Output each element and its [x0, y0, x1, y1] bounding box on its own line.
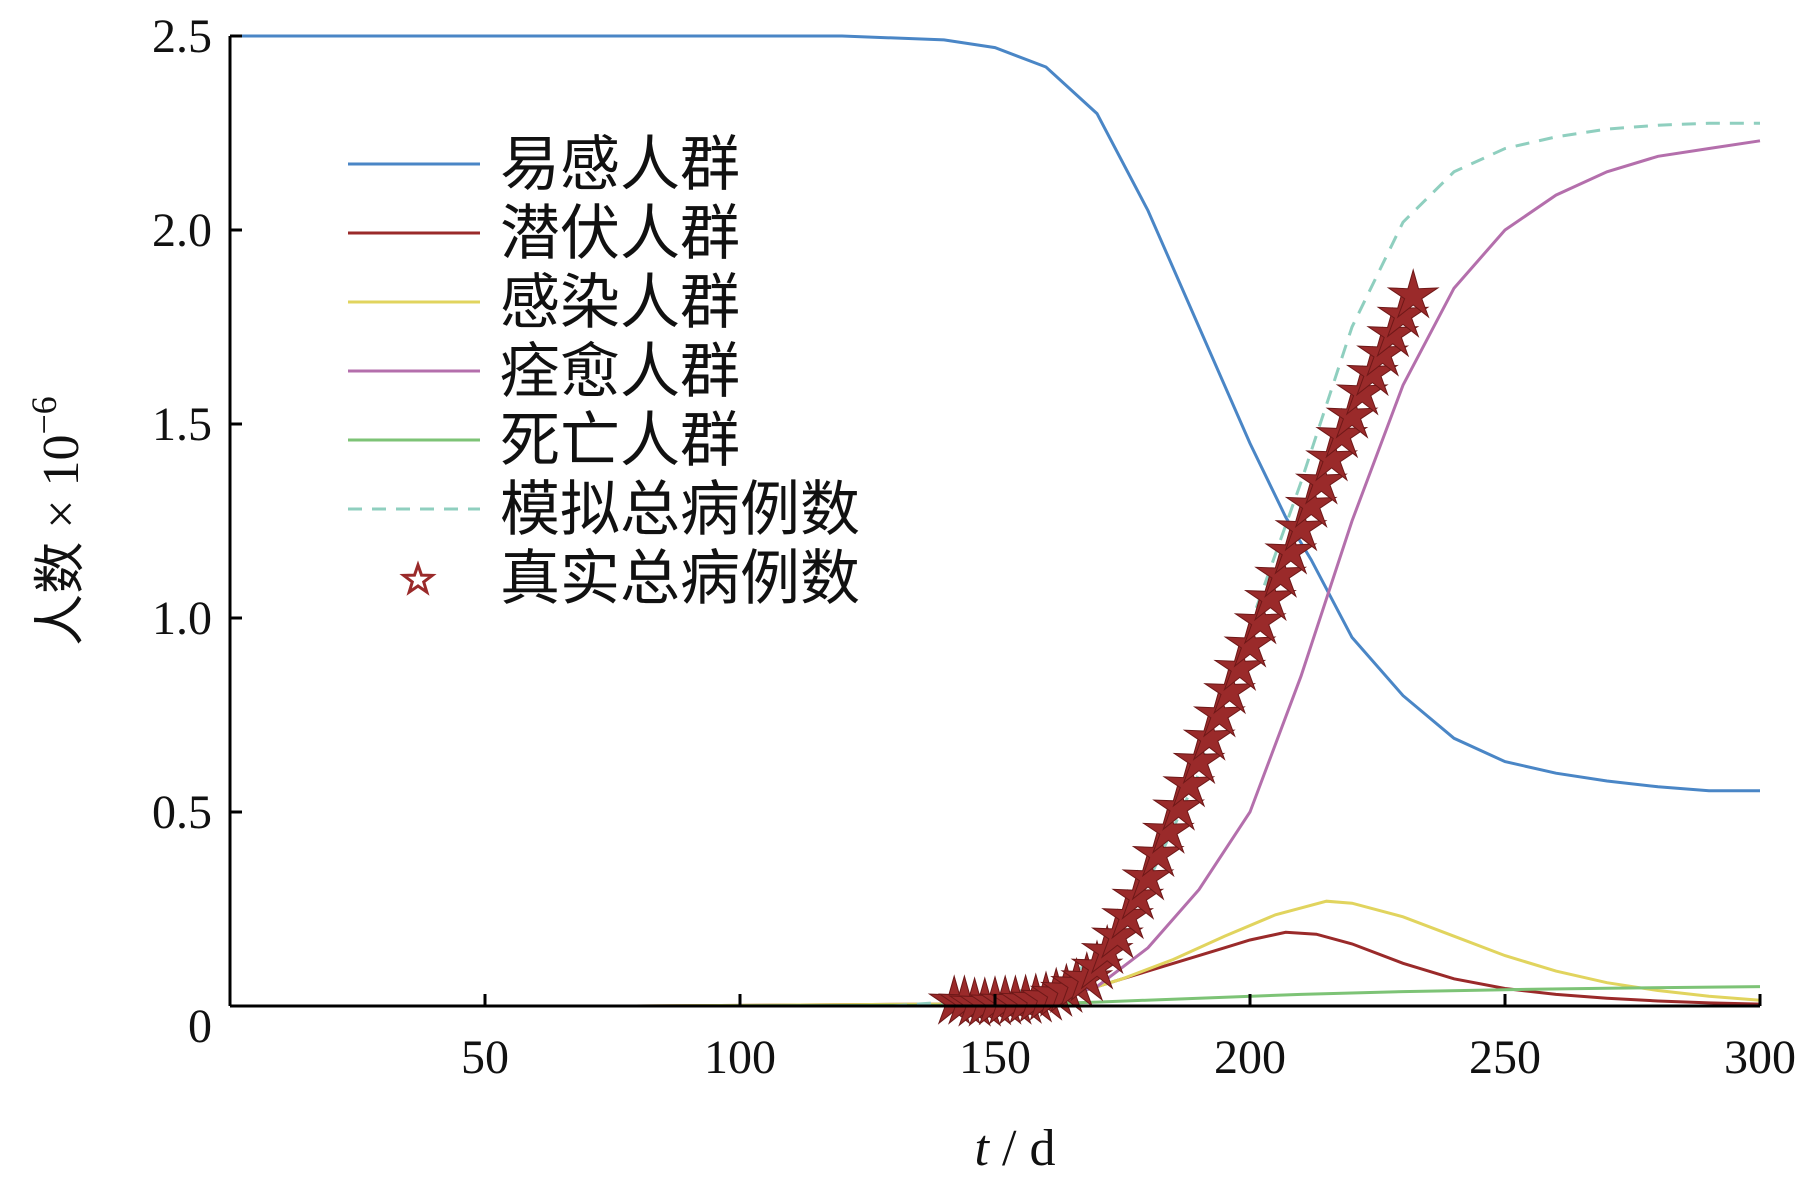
series-6 [892, 121, 1760, 1008]
x-tick-label: 250 [1469, 1031, 1541, 1084]
x-tick-label: 50 [461, 1031, 509, 1084]
legend-label: 真实总病例数 [500, 544, 860, 614]
y-axis-title-exponent: −6 [24, 396, 64, 434]
series-line [230, 34, 1760, 793]
x-tick-label: 200 [1214, 1031, 1286, 1084]
y-tick-label: 2.5 [152, 10, 212, 63]
x-tick-label: 300 [1724, 1031, 1796, 1084]
y-tick-label: 0 [188, 1000, 212, 1053]
legend-item: 痊愈人群 [348, 337, 740, 407]
series-line [627, 899, 1761, 1008]
legend-label: 感染人群 [500, 268, 740, 338]
series-3 [627, 899, 1761, 1008]
series-2 [627, 930, 1761, 1008]
plot-layer [230, 34, 1761, 1027]
legend-label: 痊愈人群 [500, 337, 740, 407]
axes: 50 100 150 200 250 300 0 0.5 1.0 1.5 2.0 2.5 t / d 人数… [24, 10, 1796, 1177]
y-axis-title-main: 人数 × 10 [33, 434, 90, 645]
series-1 [230, 34, 1760, 793]
legend-item: 潜伏人群 [348, 199, 740, 269]
legend-label: 模拟总病例数 [500, 475, 860, 545]
y-tick-label: 0.5 [152, 786, 212, 839]
legend-item: 模拟总病例数 [348, 475, 860, 545]
legend-item: 易感人群 [348, 130, 740, 200]
legend-label: 潜伏人群 [500, 199, 740, 269]
series-line [627, 930, 1761, 1008]
series-7 [927, 268, 1440, 1027]
x-axis-title: t / d [975, 1120, 1056, 1177]
y-tick-label: 2.0 [152, 204, 212, 257]
series-4 [943, 139, 1761, 1008]
x-tick-label: 150 [959, 1031, 1031, 1084]
y-tick-label: 1.5 [152, 398, 212, 451]
y-tick-label: 1.0 [152, 592, 212, 645]
legend-label: 死亡人群 [500, 406, 740, 476]
x-tick-label: 100 [704, 1031, 776, 1084]
data-point-star [1386, 268, 1440, 319]
x-axis-unit: / d [989, 1120, 1055, 1177]
legend-item: 感染人群 [348, 268, 740, 338]
series-line [892, 121, 1760, 1008]
legend-star-marker [399, 560, 437, 596]
legend-label: 易感人群 [500, 130, 740, 200]
x-axis-variable: t [975, 1120, 991, 1177]
series-line [943, 139, 1761, 1008]
legend-item: 死亡人群 [348, 406, 740, 476]
legend-item: 真实总病例数 [399, 544, 860, 614]
y-axis-title: 人数 × 10−6 [24, 396, 90, 646]
